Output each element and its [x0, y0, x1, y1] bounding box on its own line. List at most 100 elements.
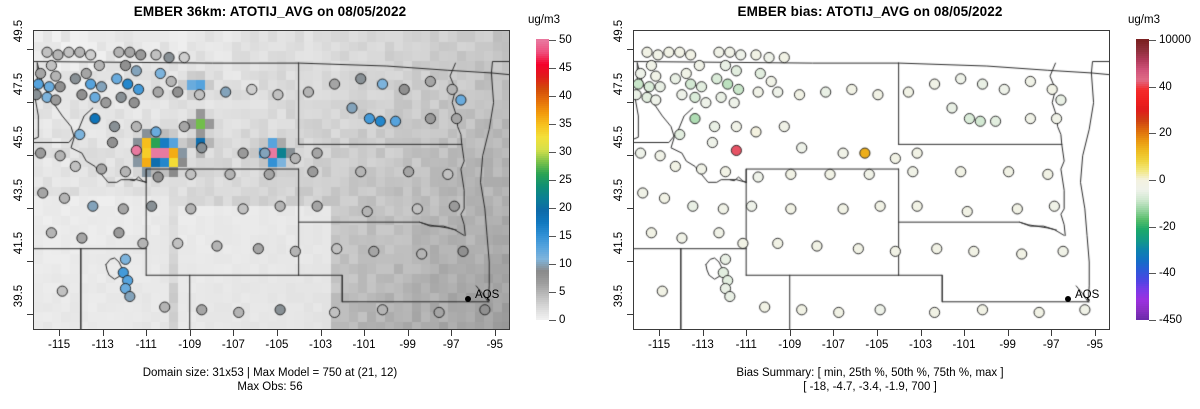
x-axis-tick	[964, 330, 966, 336]
map-plot-model[interactable]: AQS	[33, 30, 510, 330]
y-axis-tick-label: 43.5	[613, 178, 625, 202]
colorbar-tick-label: -450	[1159, 314, 1183, 326]
y-axis-tick	[627, 207, 633, 209]
colorbar-tick-label: 40	[1159, 80, 1172, 93]
x-axis-tick-label: -101	[352, 339, 376, 351]
caption-line-1-model: Domain size: 31x53 | Max Model = 750 at …	[142, 367, 398, 379]
x-axis-tick	[1051, 330, 1053, 336]
colorbar-tick	[1149, 273, 1156, 275]
x-axis-tick-label: -105	[265, 339, 289, 351]
colorbar-tick	[549, 152, 556, 153]
y-axis-tick-label: 43.5	[13, 178, 25, 202]
colorbar-tick-label: 40	[559, 90, 572, 102]
x-axis-tick	[1094, 330, 1096, 336]
map-plot-bias[interactable]: AQS	[633, 30, 1110, 330]
y-axis-tick-label: 39.5	[13, 284, 25, 308]
y-axis-tick	[627, 260, 633, 262]
colorbar-tick-label: 20	[559, 202, 572, 214]
x-axis-tick	[1007, 330, 1009, 336]
x-axis-tick	[320, 330, 322, 336]
colorbar-tick	[549, 264, 556, 265]
x-axis-bias: -115 -113 -111 -109 -107 -105 -103 -101 -99 -97 -9…	[633, 330, 1110, 360]
x-axis-tick	[146, 330, 148, 336]
colorbar-tick	[549, 124, 556, 125]
y-axis-tick-label: 39.5	[613, 284, 625, 308]
colorbar-tick	[549, 236, 556, 237]
colorbar-tick-label: 10000	[1159, 34, 1191, 46]
x-axis-tick	[702, 330, 704, 336]
colorbar-tick-label: 0	[1159, 174, 1166, 186]
y-axis-tick	[627, 101, 633, 103]
caption-line-2-bias: [ -18, -4.7, -3.4, -1.9, 700 ]	[803, 381, 937, 393]
colorbar-tick	[549, 40, 556, 41]
colorbar-tick-label: 45	[559, 62, 572, 74]
colorbar-units-model: ug/m3	[528, 14, 560, 26]
x-axis-tick-label: -115	[648, 339, 671, 351]
colorbar-tick	[1149, 226, 1156, 228]
x-axis-tick	[276, 330, 278, 336]
aqs-monitor-points-model[interactable]	[34, 31, 509, 329]
colorbar-tick-label: 5	[559, 286, 566, 298]
y-axis-model: 39.5 41.5 43.5 45.5 47.5 49.5	[0, 19, 33, 330]
colorbar-tick-label: -20	[1159, 220, 1176, 233]
aqs-legend-label-bias: AQS	[1075, 289, 1100, 301]
colorbar-tick-label: 20	[1159, 127, 1172, 140]
x-axis-tick	[659, 330, 661, 336]
colorbar-tick	[549, 180, 556, 181]
colorbar-tick-label: 30	[559, 146, 572, 158]
y-axis-tick-label: 47.5	[613, 72, 625, 95]
x-axis-tick-label: -105	[865, 339, 889, 351]
x-axis-tick	[746, 330, 748, 336]
x-axis-tick-label: -101	[952, 339, 976, 351]
x-axis-tick	[789, 330, 791, 336]
x-axis-tick	[876, 330, 878, 336]
x-axis-tick	[364, 330, 366, 336]
colorbar-tick	[549, 96, 556, 97]
colorbar-tick-label: 0	[559, 314, 566, 326]
colorbar-tick-label: 10	[559, 258, 572, 270]
x-axis-tick	[102, 330, 104, 336]
y-axis-bias: 39.5 41.5 43.5 45.5 47.5 49.5	[600, 19, 633, 330]
colorbar-tick	[1149, 133, 1156, 135]
y-axis-tick	[627, 314, 633, 316]
x-axis-tick	[233, 330, 235, 336]
y-axis-tick-label: 45.5	[13, 125, 25, 148]
x-axis-tick-label: -99	[399, 339, 416, 351]
x-axis-tick-label: -97	[442, 339, 460, 351]
x-axis-tick	[407, 330, 409, 336]
colorbar-bias: ug/m3 -450 -40 -20 0 20 40 10000	[1128, 14, 1200, 330]
colorbar-tick	[1149, 40, 1156, 41]
x-axis-tick-label: -107	[221, 339, 245, 351]
x-axis-tick-label: -97	[1042, 339, 1060, 351]
colorbar-tick	[1149, 86, 1156, 88]
y-axis-tick	[627, 154, 633, 156]
caption-model: Domain size: 31x53 | Max Model = 750 at …	[0, 366, 540, 394]
x-axis-tick-label: -113	[91, 339, 114, 351]
aqs-legend-dot-model	[465, 296, 471, 302]
panel-title-model: EMBER 36km: ATOTIJ_AVG on 08/05/2022	[133, 4, 407, 19]
y-axis-tick	[627, 48, 633, 50]
aqs-monitor-points-bias[interactable]	[634, 31, 1109, 329]
panel-model: EMBER 36km: ATOTIJ_AVG on 08/05/2022 AQS…	[0, 4, 600, 394]
y-axis-tick-label: 49.5	[613, 19, 625, 42]
colorbar-model: ug/m3 0 5 10 15 20 25 30 35 40 45 50	[528, 14, 600, 330]
colorbar-tick-label: 35	[559, 118, 572, 130]
x-axis-tick	[451, 330, 453, 336]
aqs-legend-dot-bias	[1065, 296, 1071, 302]
colorbar-tick	[549, 68, 556, 69]
colorbar-units-bias: ug/m3	[1128, 14, 1160, 26]
x-axis-tick-label: -95	[1086, 339, 1104, 351]
colorbar-tick-label: 15	[559, 230, 572, 242]
x-axis-tick-label: -107	[821, 339, 845, 351]
colorbar-tick-label: 50	[559, 34, 572, 46]
y-axis-tick	[27, 48, 33, 50]
colorbar-gradient-model: 0 5 10 15 20 25 30 35 40 45 50	[536, 34, 572, 326]
x-axis-tick	[833, 330, 835, 336]
x-axis-tick-label: -113	[691, 339, 714, 351]
x-axis-tick	[494, 330, 496, 336]
x-axis-tick-label: -95	[486, 339, 504, 351]
y-axis-tick	[27, 101, 33, 103]
colorbar-tick	[549, 320, 556, 321]
x-axis-tick-label: -111	[135, 339, 157, 351]
colorbar-tick	[549, 292, 556, 293]
